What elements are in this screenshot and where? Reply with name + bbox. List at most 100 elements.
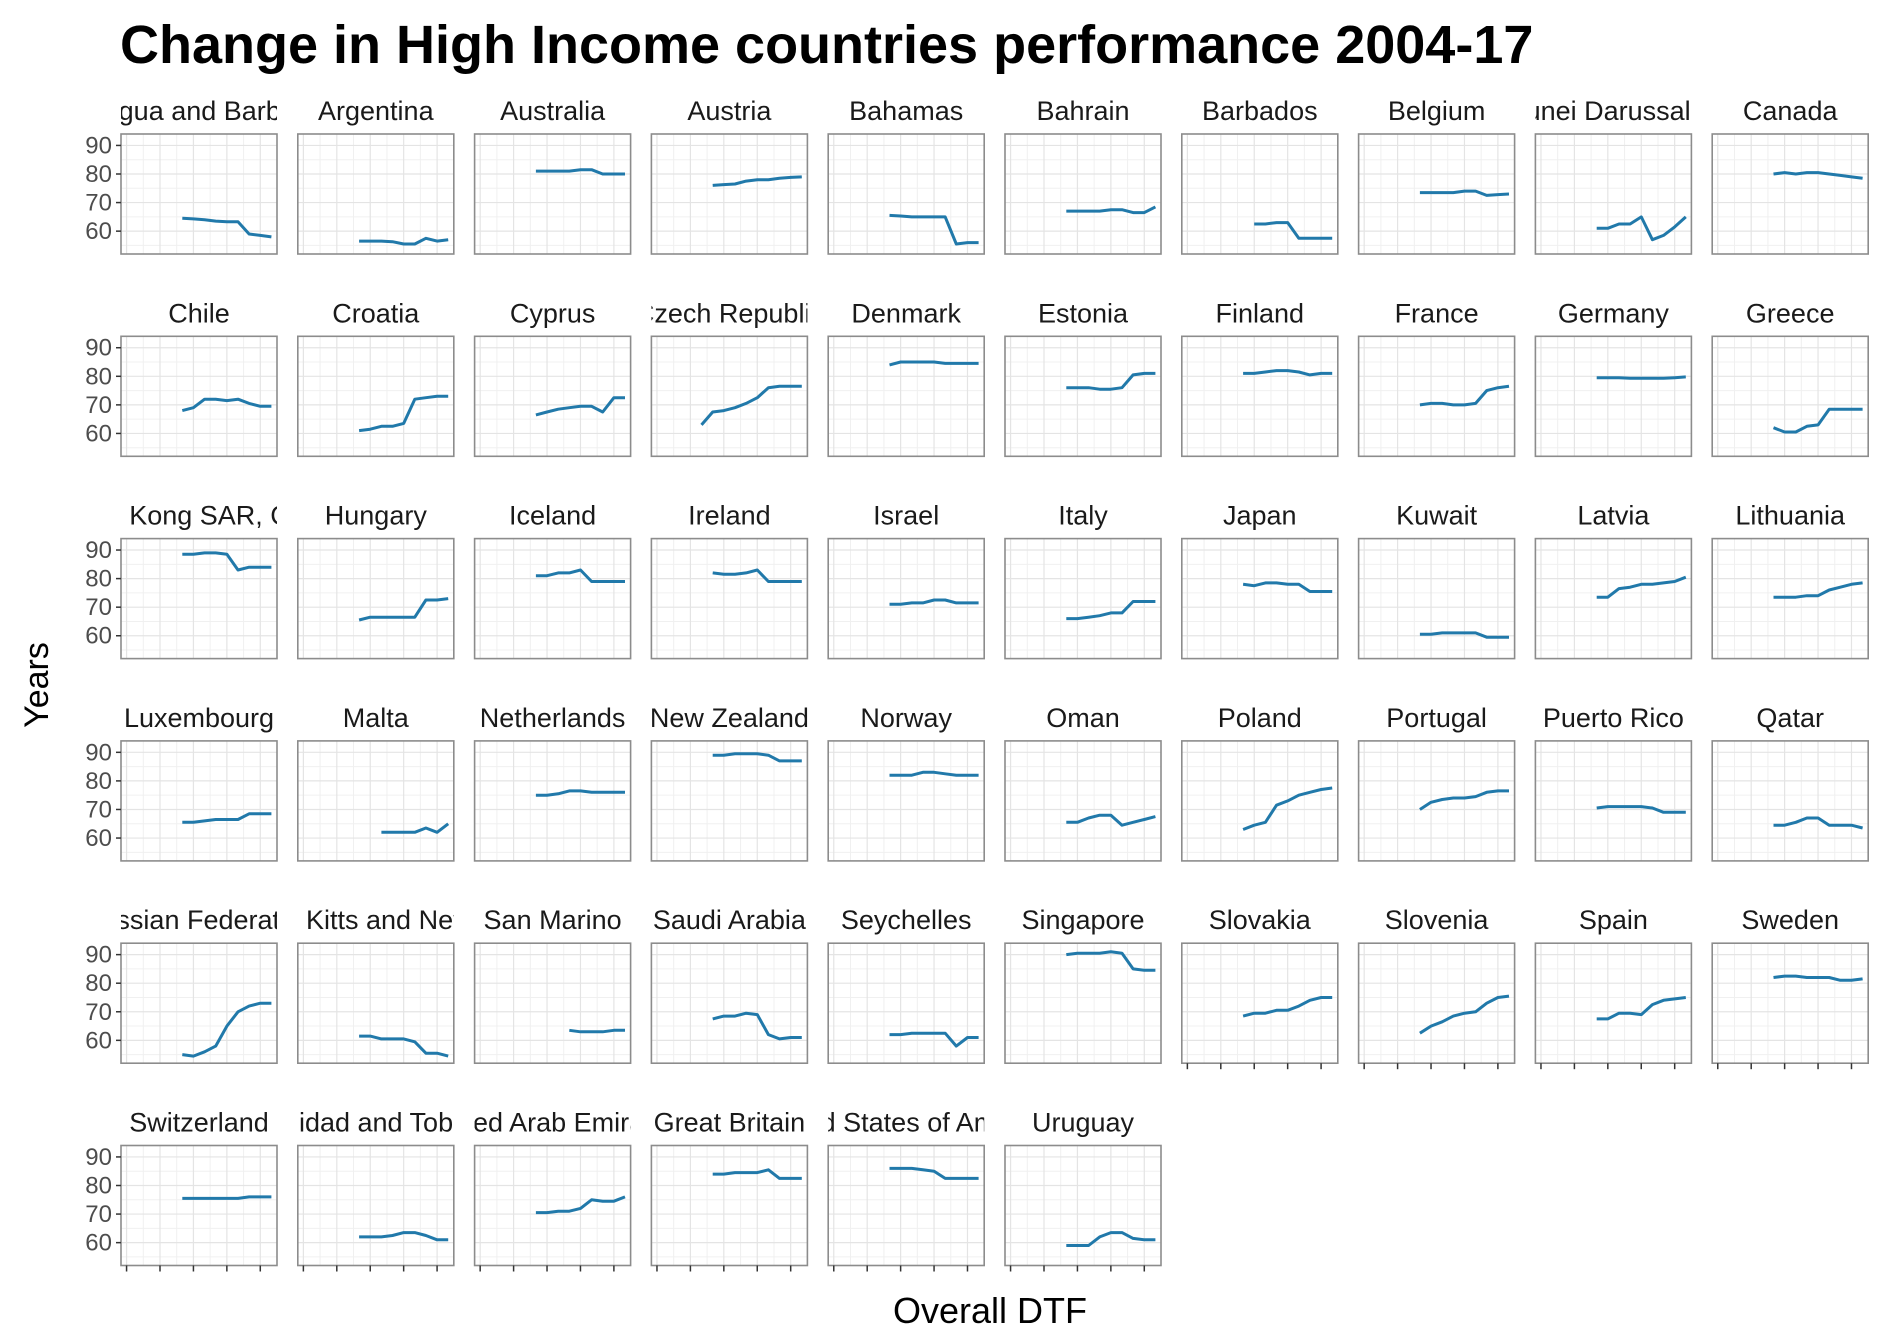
- facet-strip-label: St. Kitts and Nevis: [266, 905, 487, 935]
- facet-panel: Israel: [827, 501, 986, 660]
- facet-panel: St. Kitts and Nevis: [266, 905, 487, 1065]
- facet-strip-label: Antigua and Barbuda: [72, 96, 327, 126]
- panel-border: [1534, 942, 1693, 1065]
- panel-border: [120, 537, 278, 660]
- y-tick-label: 60: [85, 1027, 112, 1054]
- panel-border: [120, 133, 278, 255]
- facet-strip-label: Great Britain: [654, 1108, 806, 1138]
- panel-border: [827, 740, 986, 862]
- panel-background: [474, 134, 631, 254]
- facet-strip-label: Luxembourg: [124, 703, 274, 733]
- series-line: [1773, 171, 1863, 180]
- panel-background: [1535, 943, 1692, 1064]
- facet-panel: Italy: [1004, 501, 1162, 660]
- panel-background: [1358, 943, 1515, 1064]
- facet-strip-label: France: [1395, 298, 1479, 328]
- panel-border: [473, 133, 632, 255]
- series-line: [712, 752, 802, 763]
- series-line: [889, 1031, 979, 1048]
- panel-border: [650, 1144, 809, 1267]
- facet-panel: United States of America: [827, 1108, 986, 1272]
- panel-border: [1357, 942, 1516, 1065]
- y-tick-label: 90: [85, 132, 112, 159]
- facet-strip-label: Finland: [1216, 298, 1305, 328]
- series-line: [535, 168, 625, 176]
- facet-panel: Finland: [1181, 298, 1339, 458]
- series-line: [1596, 996, 1686, 1021]
- facet-strip-label: Latvia: [1577, 501, 1650, 531]
- facet-strip-label: Singapore: [1021, 905, 1144, 935]
- facet-panel: Kuwait: [1357, 501, 1516, 660]
- series-line: [1773, 816, 1863, 830]
- y-tick-label: 80: [85, 768, 112, 795]
- panel-background: [1358, 336, 1515, 457]
- facet-strip-label: Spain: [1579, 905, 1648, 935]
- panel-border: [1711, 942, 1869, 1065]
- series-line: [1242, 996, 1333, 1018]
- panel-background: [1535, 134, 1692, 254]
- panel-background: [651, 943, 808, 1064]
- panel-background: [121, 336, 277, 457]
- y-tick-label: 80: [85, 161, 112, 188]
- series-line: [381, 822, 450, 834]
- facet-strip-label: New Zealand: [650, 703, 809, 733]
- series-line: [889, 360, 979, 367]
- y-tick-label: 70: [85, 190, 112, 217]
- panel-border: [1181, 133, 1339, 255]
- facet-strip-label: Qatar: [1756, 703, 1824, 733]
- panel-background: [121, 740, 277, 861]
- y-tick-label: 90: [85, 942, 112, 969]
- facet-panel: Hungary: [296, 501, 455, 660]
- facet-strip-label: Portugal: [1386, 703, 1487, 733]
- facet-strip-label: Canada: [1743, 96, 1839, 126]
- series-line: [1773, 974, 1863, 982]
- series-line: [1419, 189, 1510, 197]
- facet-panel: Malta: [296, 703, 455, 862]
- panel-border: [1357, 133, 1516, 255]
- panel-border: [120, 335, 278, 458]
- facet-strip-label: Czech Republic: [635, 298, 824, 328]
- panel-background: [474, 1145, 631, 1266]
- panel-background: [1181, 943, 1338, 1064]
- facet-panel: Estonia: [1004, 298, 1162, 458]
- facet-strip-label: Cyprus: [510, 298, 596, 328]
- facet-strip-label: San Marino: [484, 905, 622, 935]
- panel-border: [1004, 740, 1162, 862]
- series-line: [1596, 375, 1686, 380]
- series-line: [712, 1168, 802, 1180]
- x-axis-title: Overall DTF: [893, 1290, 1087, 1331]
- panel-background: [121, 943, 277, 1064]
- facet-strip-label: Russian Federation: [82, 905, 316, 935]
- panel-border: [473, 1144, 632, 1267]
- y-tick-label: 70: [85, 796, 112, 823]
- series-line: [1066, 1231, 1156, 1247]
- facet-strip-label: Slovakia: [1209, 905, 1312, 935]
- series-line: [182, 551, 272, 572]
- facet-panel: New Zealand: [650, 703, 809, 862]
- y-tick-label: 80: [85, 970, 112, 997]
- series-line: [712, 568, 802, 583]
- facet-strip-label: Kuwait: [1396, 501, 1478, 531]
- panel-border: [827, 1144, 986, 1267]
- panel-background: [1181, 538, 1338, 659]
- panel-border: [473, 740, 632, 862]
- y-tick-label: 60: [85, 218, 112, 245]
- series-line: [359, 1034, 449, 1058]
- series-line: [535, 789, 625, 797]
- facet-panel: Latvia: [1534, 501, 1693, 660]
- facet-strip-label: Hong Kong SAR, China: [57, 501, 342, 531]
- facet-panel: Qatar: [1711, 703, 1869, 862]
- panel-background: [651, 538, 808, 659]
- facet-panel: Canada: [1711, 96, 1869, 255]
- series-line: [1066, 600, 1156, 621]
- panel-background: [828, 336, 985, 457]
- facet-strip-label: Bahrain: [1036, 96, 1129, 126]
- y-tick-label: 90: [85, 1144, 112, 1171]
- facet-panel: Australia: [473, 96, 632, 255]
